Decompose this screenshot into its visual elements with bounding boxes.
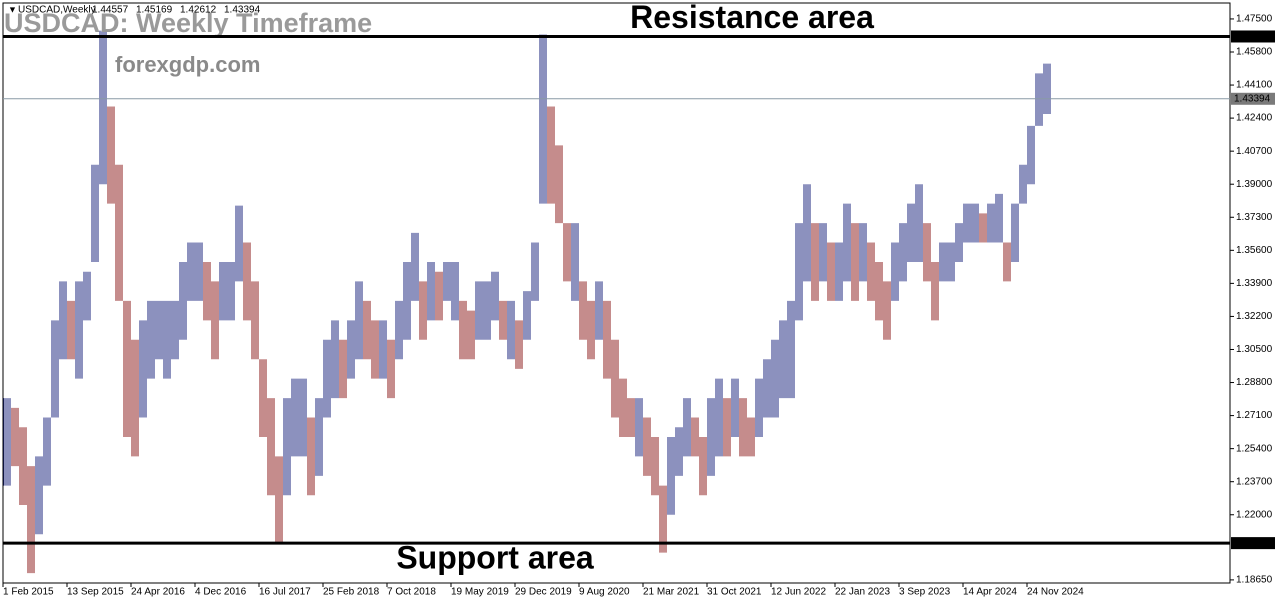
x-tick-label: 31 Oct 2021 (707, 587, 762, 598)
x-tick-label: 29 Dec 2019 (515, 587, 572, 598)
x-tick-label: 24 Nov 2024 (1027, 587, 1084, 598)
header: USDCAD,Weekly (18, 5, 96, 16)
y-tick-label: 1.27100 (1236, 410, 1273, 421)
y-tick-label: 1.33900 (1236, 278, 1273, 289)
y-tick-label: 1.35600 (1236, 245, 1273, 256)
header-value: 1.43394 (224, 5, 261, 16)
level-value-box (1231, 30, 1275, 43)
bars (3, 30, 1051, 574)
level-value: 1.20541 (1234, 538, 1271, 549)
x-tick-label: 25 Feb 2018 (323, 587, 380, 598)
x-tick-label: 3 Sep 2023 (899, 587, 951, 598)
level-value: 1.46598 (1234, 31, 1271, 42)
y-tick-label: 1.22000 (1236, 509, 1273, 520)
y-tick-label: 1.32200 (1236, 311, 1273, 322)
chart-title: USDCAD: Weekly Timeframe (4, 8, 372, 38)
header-value: 1.45169 (136, 5, 173, 16)
x-tick-label: 14 Apr 2024 (963, 587, 1017, 598)
y-tick-label: 1.42400 (1236, 113, 1273, 124)
y-tick-label: 1.37300 (1236, 212, 1273, 223)
header-arrow: ▼ (8, 4, 17, 14)
x-tick-label: 16 Jul 2017 (259, 587, 311, 598)
x-tick-label: 21 Mar 2021 (643, 587, 700, 598)
y-tick-label: 1.40700 (1236, 146, 1273, 157)
header-value: 1.42612 (180, 5, 217, 16)
y-tick-label: 1.23700 (1236, 476, 1273, 487)
level-label: Resistance area (630, 0, 874, 35)
x-tick-label: 4 Dec 2016 (195, 587, 247, 598)
y-tick-label: 1.28800 (1236, 377, 1273, 388)
x-tick-label: 19 May 2019 (451, 587, 509, 598)
x-tick-label: 7 Oct 2018 (387, 587, 436, 598)
watermark: forexgdp.com (115, 52, 260, 77)
y-tick-label: 1.18650 (1236, 575, 1273, 586)
x-tick-label: 12 Jun 2022 (771, 587, 826, 598)
price-line-label-box (1231, 92, 1275, 105)
y-tick-label: 1.44100 (1236, 80, 1273, 91)
x-tick-label: 13 Sep 2015 (67, 587, 124, 598)
y-tick-label: 1.39000 (1236, 179, 1273, 190)
y-tick-label: 1.25400 (1236, 443, 1273, 454)
x-tick-label: 22 Jan 2023 (835, 587, 890, 598)
price-line-label: 1.43394 (1234, 93, 1271, 104)
x-tick-label: 24 Apr 2016 (131, 587, 185, 598)
x-tick-label: 9 Aug 2020 (579, 587, 630, 598)
x-tick-label: 1 Feb 2015 (3, 587, 54, 598)
header-value: 1.44557 (92, 5, 129, 16)
y-tick-label: 1.45800 (1236, 47, 1273, 58)
level-value-box (1231, 537, 1275, 550)
y-tick-label: 1.47500 (1236, 14, 1273, 25)
y-tick-label: 1.30500 (1236, 344, 1273, 355)
level-label: Support area (396, 540, 594, 576)
